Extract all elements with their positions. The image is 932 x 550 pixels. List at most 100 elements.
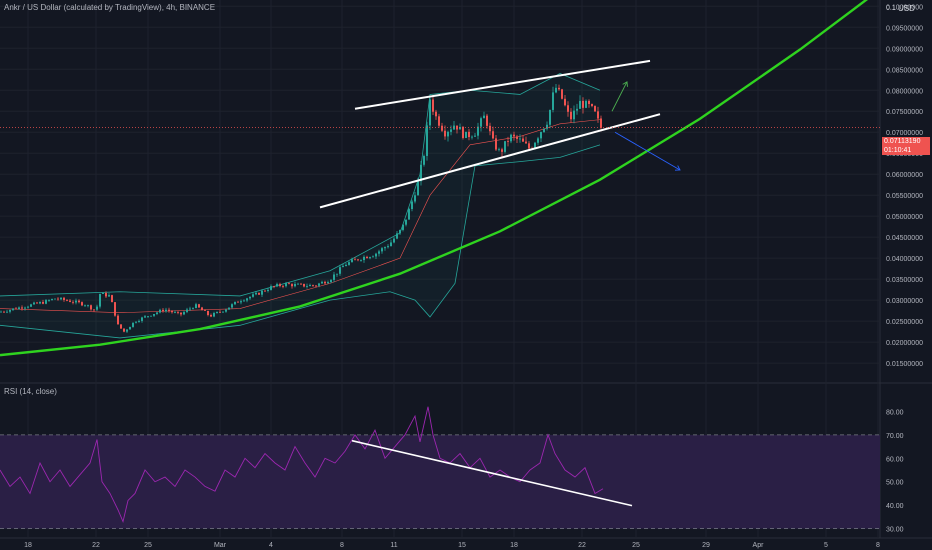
- candle-body: [102, 292, 104, 294]
- candle-body: [240, 301, 242, 303]
- rsi-tick-label: 70.00: [886, 433, 904, 440]
- price-tick-label: 0.1: [886, 5, 896, 12]
- time-tick-label: 18: [510, 542, 518, 549]
- candle-body: [456, 125, 458, 130]
- candle-body: [462, 126, 464, 138]
- candle-body: [198, 304, 200, 308]
- candle-body: [582, 100, 584, 108]
- time-tick-label: 25: [144, 542, 152, 549]
- candle-body: [390, 242, 392, 247]
- candle-body: [597, 111, 599, 119]
- candle-body: [519, 138, 521, 140]
- candle-body: [588, 100, 590, 104]
- candle-body: [75, 300, 77, 303]
- current-price-value: 0.07113190: [884, 138, 921, 145]
- projection-arrow-up: [611, 81, 628, 112]
- price-tick-label: 0.02500000: [886, 319, 923, 326]
- price-tick-label: 0.09500000: [886, 25, 923, 32]
- time-tick-label: 18: [24, 542, 32, 549]
- candle-body: [429, 99, 431, 126]
- candle-body: [291, 284, 293, 287]
- time-tick-label: 29: [702, 542, 710, 549]
- candle-body: [189, 308, 191, 310]
- candle-body: [360, 260, 362, 261]
- candle-body: [321, 281, 323, 284]
- candle-body: [213, 312, 215, 317]
- price-tick-label: 0.04500000: [886, 235, 923, 242]
- candle-body: [498, 149, 500, 151]
- candle-body: [315, 285, 317, 287]
- time-tick-label: 15: [458, 542, 466, 549]
- candle-body: [420, 164, 422, 182]
- price-tick-label: 0.05000000: [886, 214, 923, 221]
- candle-body: [444, 130, 446, 137]
- candle-body: [474, 135, 476, 137]
- price-tick-label: 0.02000000: [886, 340, 923, 347]
- candle-body: [36, 302, 38, 304]
- candle-body: [207, 310, 209, 315]
- moving-average-curve: [0, 0, 869, 357]
- candle-body: [396, 233, 398, 239]
- candle-body: [165, 309, 167, 312]
- candle-body: [99, 293, 101, 307]
- candle-body: [303, 283, 305, 287]
- candle-body: [123, 328, 125, 332]
- candle-body: [186, 309, 188, 313]
- channel-trendline: [319, 113, 661, 209]
- candle-body: [591, 103, 593, 107]
- price-pane: [0, 0, 880, 357]
- candle-body: [438, 116, 440, 126]
- candle-body: [147, 316, 149, 317]
- candle-body: [306, 286, 308, 287]
- candle-body: [9, 309, 11, 312]
- time-tick-label: 11: [390, 542, 397, 549]
- candle-body: [369, 257, 371, 259]
- candle-body: [171, 310, 173, 313]
- candle-body: [159, 309, 161, 313]
- candle-body: [372, 256, 374, 258]
- candle-body: [6, 311, 8, 313]
- price-tick-label: 0.10000000: [886, 4, 923, 11]
- price-tick-label: 0.04000000: [886, 256, 923, 263]
- rsi-tick-label: 80.00: [886, 409, 904, 416]
- candle-body: [129, 326, 131, 330]
- candle-body: [30, 304, 32, 307]
- candle-body: [363, 256, 365, 261]
- candle-body: [12, 308, 14, 310]
- candle-body: [195, 304, 197, 309]
- candle-body: [162, 309, 164, 312]
- candle-body: [348, 262, 350, 265]
- candle-body: [249, 296, 251, 299]
- candle-body: [387, 246, 389, 248]
- candle-body: [93, 309, 95, 311]
- candle-body: [264, 290, 266, 292]
- candle-body: [477, 126, 479, 136]
- candle-body: [285, 283, 287, 287]
- candle-body: [378, 251, 380, 254]
- candle-body: [57, 298, 59, 300]
- candle-body: [411, 201, 413, 210]
- candle-body: [495, 138, 497, 150]
- candle-body: [510, 134, 512, 142]
- candle-body: [453, 125, 455, 130]
- candle-body: [585, 100, 587, 108]
- candle-body: [465, 131, 467, 138]
- candle-body: [219, 311, 221, 313]
- candle-body: [51, 298, 53, 301]
- candle-body: [546, 124, 548, 129]
- candle-body: [567, 105, 569, 112]
- candle-body: [174, 312, 176, 313]
- candle-body: [426, 125, 428, 156]
- candle-body: [552, 92, 554, 110]
- price-chart-title: Ankr / US Dollar (calculated by TradingV…: [4, 3, 216, 12]
- bollinger-basis: [0, 119, 601, 314]
- candle-body: [279, 284, 281, 286]
- time-tick-label: 4: [269, 542, 273, 549]
- candle-body: [543, 128, 545, 133]
- price-tick-label: 0.08000000: [886, 88, 923, 95]
- candle-body: [150, 315, 152, 317]
- candle-body: [345, 264, 347, 267]
- candle-body: [480, 118, 482, 127]
- candle-body: [18, 307, 20, 310]
